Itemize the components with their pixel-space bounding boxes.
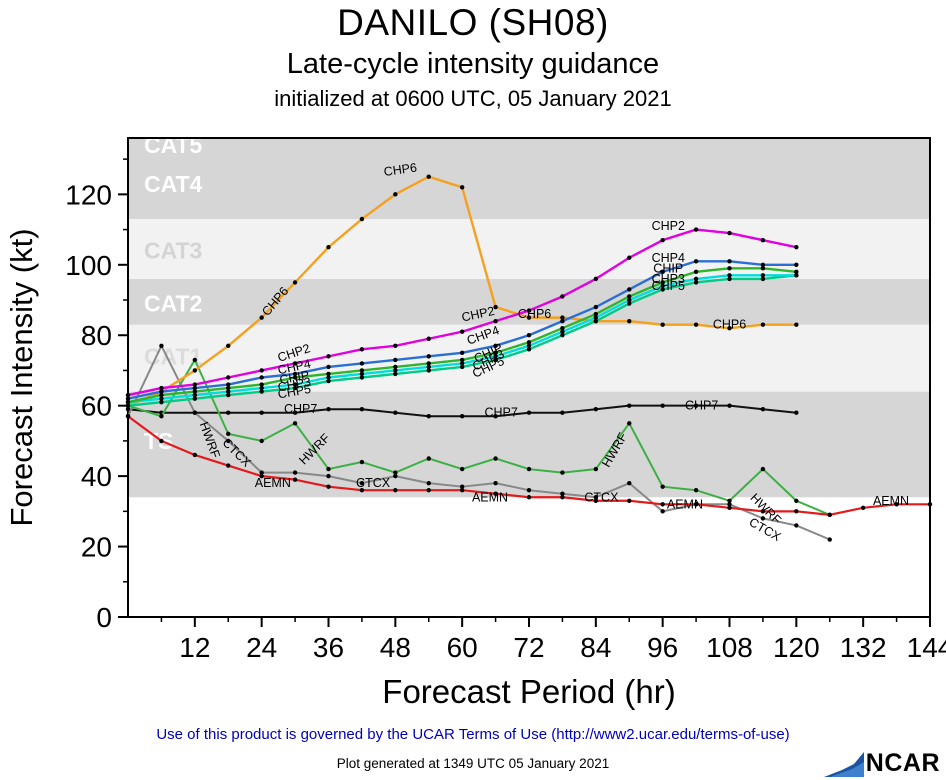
axis-titles: Forecast Period (hr) Forecast Intensity (… <box>4 228 676 710</box>
svg-text:AEMN: AEMN <box>255 476 291 490</box>
svg-text:CAT5: CAT5 <box>144 132 203 158</box>
svg-text:60: 60 <box>447 632 478 663</box>
series-CHP5 <box>125 273 799 408</box>
svg-text:36: 36 <box>313 632 344 663</box>
svg-text:108: 108 <box>706 632 753 663</box>
svg-text:CAT2: CAT2 <box>144 291 202 317</box>
svg-text:100: 100 <box>65 250 112 281</box>
svg-text:CTCX: CTCX <box>356 476 391 490</box>
page-title: DANILO (SH08) <box>337 2 609 43</box>
terms-of-use-text: Use of this product is governed by the U… <box>156 726 790 743</box>
svg-text:12: 12 <box>179 632 210 663</box>
svg-text:AEMN: AEMN <box>667 497 703 511</box>
series-CHP3 <box>125 273 799 405</box>
svg-text:CHP2: CHP2 <box>460 304 496 325</box>
svg-text:0: 0 <box>96 602 112 633</box>
svg-text:CHP2: CHP2 <box>652 219 685 233</box>
svg-text:CHIP: CHIP <box>653 261 683 275</box>
svg-text:96: 96 <box>647 632 678 663</box>
svg-text:CHP6: CHP6 <box>518 307 551 321</box>
svg-text:CHP7: CHP7 <box>484 406 517 420</box>
svg-text:CHP6: CHP6 <box>383 160 418 179</box>
svg-text:CHP6: CHP6 <box>713 318 746 332</box>
svg-text:84: 84 <box>580 632 611 663</box>
series-CHP2 <box>125 227 799 398</box>
svg-text:60: 60 <box>81 391 112 422</box>
svg-text:144: 144 <box>907 632 946 663</box>
svg-text:CHP4: CHP4 <box>652 251 685 265</box>
svg-text:80: 80 <box>81 320 112 351</box>
svg-text:CHIP: CHIP <box>278 368 310 387</box>
svg-text:AEMN: AEMN <box>873 494 909 508</box>
category-bands <box>128 138 930 498</box>
svg-text:CAT4: CAT4 <box>144 171 203 197</box>
series-AEMN <box>125 414 933 518</box>
svg-text:72: 72 <box>513 632 544 663</box>
generated-timestamp: Plot generated at 1349 UTC 05 January 20… <box>336 756 610 771</box>
svg-text:CHP7: CHP7 <box>284 402 317 416</box>
svg-text:20: 20 <box>81 532 112 563</box>
axes: 12 24 36 48 60 72 84 96 108 120 132 144 0 20 40 60 80 100… <box>65 137 946 663</box>
series-CHP6 <box>125 174 799 408</box>
svg-text:120: 120 <box>773 632 820 663</box>
svg-text:AEMN: AEMN <box>472 490 508 504</box>
page-subtitle: Late-cycle intensity guidance <box>286 48 660 80</box>
svg-text:132: 132 <box>840 632 887 663</box>
init-time-line: initialized at 0600 UTC, 05 January 2021 <box>274 86 672 111</box>
svg-text:CHP3: CHP3 <box>277 375 312 395</box>
svg-text:Forecast Period (hr): Forecast Period (hr) <box>382 673 675 710</box>
svg-text:CTCX: CTCX <box>584 490 619 504</box>
ncar-logo: NCAR <box>823 749 940 778</box>
chart-area: TS CAT1 CAT2 CAT3 CAT4 CAT5 12 24 36 48 60 72 84 96 10… <box>0 112 946 712</box>
series-CHIP <box>125 266 799 405</box>
svg-text:CHP7: CHP7 <box>685 399 718 413</box>
ncar-logo-swoosh-icon <box>823 752 864 777</box>
ncar-logo-text: NCAR <box>865 749 940 777</box>
svg-text:Forecast Intensity (kt): Forecast Intensity (kt) <box>4 228 39 526</box>
svg-text:CHP5: CHP5 <box>277 382 312 402</box>
svg-text:48: 48 <box>380 632 411 663</box>
series-CHP4 <box>125 259 799 401</box>
svg-text:CAT3: CAT3 <box>144 238 202 264</box>
svg-text:40: 40 <box>81 461 112 492</box>
chart-header: DANILO (SH08) Late-cycle intensity guida… <box>0 0 946 112</box>
series-HWRF <box>125 357 832 518</box>
svg-text:24: 24 <box>246 632 277 663</box>
svg-text:CHP5: CHP5 <box>652 279 685 293</box>
svg-text:CHP4: CHP4 <box>276 357 312 378</box>
svg-text:CHP3: CHP3 <box>652 272 685 286</box>
svg-text:120: 120 <box>65 179 112 210</box>
